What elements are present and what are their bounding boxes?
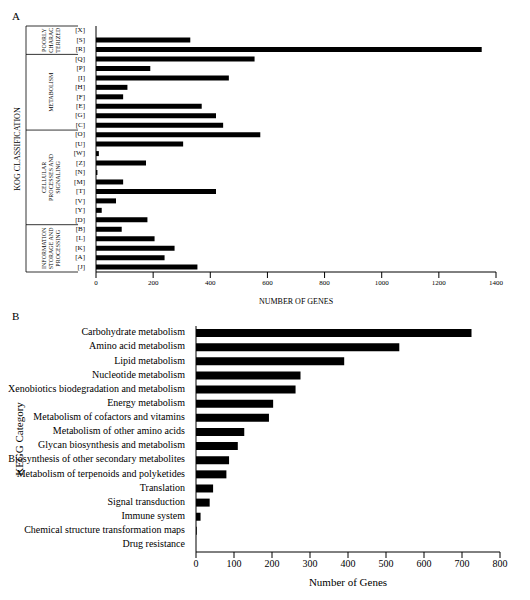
svg-text:Metabolism of other amino acid: Metabolism of other amino acids — [53, 425, 185, 436]
svg-text:CELLULAR: CELLULAR — [41, 162, 47, 193]
svg-text:[U]: [U] — [75, 140, 85, 148]
svg-text:[K]: [K] — [75, 244, 85, 252]
svg-text:[L]: [L] — [76, 234, 85, 242]
svg-text:Number of Genes: Number of Genes — [309, 576, 387, 588]
svg-text:600: 600 — [262, 279, 273, 287]
svg-text:KEGG Category: KEGG Category — [13, 402, 25, 476]
svg-text:PROCESSES AND: PROCESSES AND — [48, 153, 54, 201]
svg-text:Carbohydrate metabolism: Carbohydrate metabolism — [81, 326, 185, 337]
svg-text:Glycan biosynthesis and metabo: Glycan biosynthesis and metabolism — [38, 439, 185, 450]
svg-text:200: 200 — [265, 558, 280, 569]
svg-text:[B]: [B] — [76, 225, 85, 233]
svg-text:SIGNALING: SIGNALING — [55, 160, 61, 193]
svg-text:[T]: [T] — [76, 187, 85, 195]
svg-text:500: 500 — [379, 558, 394, 569]
svg-text:400: 400 — [205, 279, 216, 287]
svg-text:200: 200 — [148, 279, 159, 287]
svg-text:[H]: [H] — [75, 83, 85, 91]
svg-text:[W]: [W] — [74, 149, 85, 157]
svg-text:[E]: [E] — [76, 102, 85, 110]
svg-text:600: 600 — [417, 558, 432, 569]
svg-text:[C]: [C] — [76, 121, 85, 129]
svg-text:[O]: [O] — [75, 130, 85, 138]
svg-text:300: 300 — [303, 558, 318, 569]
svg-text:NUMBER OF GENES: NUMBER OF GENES — [259, 297, 333, 306]
svg-text:[G]: [G] — [75, 111, 85, 119]
svg-text:Translation: Translation — [140, 482, 185, 493]
svg-text:Biosynthesis of other secondar: Biosynthesis of other secondary metaboli… — [8, 453, 185, 464]
svg-text:[V]: [V] — [75, 197, 85, 205]
svg-text:800: 800 — [319, 279, 330, 287]
svg-text:[Z]: [Z] — [76, 159, 85, 167]
svg-text:[N]: [N] — [75, 168, 85, 176]
svg-text:1400: 1400 — [489, 279, 504, 287]
svg-text:Energy metabolism: Energy metabolism — [107, 397, 185, 408]
svg-text:Xenobiotics biodegradation and: Xenobiotics biodegradation and metabolis… — [8, 383, 185, 394]
svg-text:[S]: [S] — [76, 36, 85, 44]
svg-text:[J]: [J] — [78, 263, 85, 271]
svg-text:INFORMATION: INFORMATION — [41, 227, 47, 269]
svg-text:Chemical structure transformat: Chemical structure transformation maps — [24, 524, 185, 535]
svg-text:STORAGE AND: STORAGE AND — [48, 227, 54, 269]
svg-text:[F]: [F] — [76, 93, 85, 101]
svg-text:Metabolism of terpenoids and p: Metabolism of terpenoids and polyketides — [17, 468, 185, 479]
svg-text:B: B — [12, 310, 19, 322]
svg-text:Signal transduction: Signal transduction — [108, 496, 186, 507]
svg-text:KOG CLASSIFICATION: KOG CLASSIFICATION — [13, 107, 22, 191]
svg-text:0: 0 — [94, 279, 98, 287]
svg-text:POORLY: POORLY — [41, 28, 47, 52]
svg-text:700: 700 — [455, 558, 470, 569]
svg-text:Lipid metabolism: Lipid metabolism — [114, 355, 185, 366]
svg-text:[X]: [X] — [75, 26, 85, 34]
svg-text:800: 800 — [493, 558, 508, 569]
svg-text:[Y]: [Y] — [75, 206, 85, 214]
svg-text:PROCESSING: PROCESSING — [55, 229, 61, 266]
svg-text:400: 400 — [341, 558, 356, 569]
svg-text:METABOLISM: METABOLISM — [48, 72, 54, 112]
svg-text:0: 0 — [194, 558, 199, 569]
svg-text:1200: 1200 — [432, 279, 447, 287]
svg-text:[D]: [D] — [75, 216, 85, 224]
svg-text:Metabolism of cofactors and vi: Metabolism of cofactors and vitamins — [33, 411, 185, 422]
svg-text:[P]: [P] — [76, 64, 85, 72]
svg-text:CHARAC: CHARAC — [48, 28, 54, 53]
svg-text:A: A — [12, 10, 20, 22]
svg-text:Nucleotide metabolism: Nucleotide metabolism — [92, 369, 185, 380]
svg-text:[I]: [I] — [78, 74, 85, 82]
svg-text:[A]: [A] — [75, 253, 85, 261]
svg-text:100: 100 — [227, 558, 242, 569]
svg-text:1000: 1000 — [375, 279, 390, 287]
svg-text:[R]: [R] — [76, 45, 85, 53]
svg-text:Immune system: Immune system — [121, 510, 185, 521]
svg-text:[M]: [M] — [74, 178, 85, 186]
svg-text:Amino acid metabolism: Amino acid metabolism — [89, 340, 185, 351]
svg-text:[Q]: [Q] — [75, 55, 85, 63]
svg-text:TERIZED: TERIZED — [55, 27, 61, 53]
svg-text:Drug resistance: Drug resistance — [123, 538, 186, 549]
